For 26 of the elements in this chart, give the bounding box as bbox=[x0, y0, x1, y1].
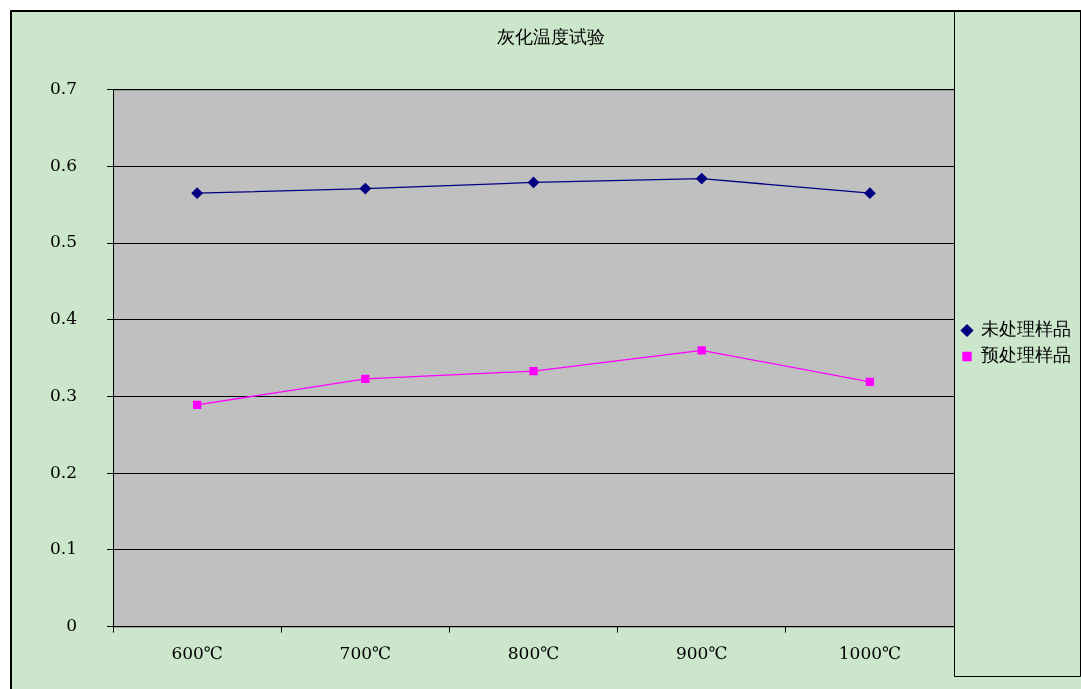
point bbox=[527, 176, 540, 189]
x-tick-label: 900℃ bbox=[675, 643, 728, 664]
y-tick-label: 0.3 bbox=[49, 384, 78, 405]
x-tick-label: 700℃ bbox=[339, 643, 392, 664]
y-tick-label: 0 bbox=[66, 615, 78, 636]
point bbox=[192, 400, 202, 410]
legend-label: 预处理样品 bbox=[981, 344, 1071, 366]
x-tick-label: 1000℃ bbox=[838, 643, 902, 664]
x-tick-label: 800℃ bbox=[507, 643, 560, 664]
y-tick-label: 0.2 bbox=[49, 461, 78, 482]
legend-label: 未处理样品 bbox=[981, 318, 1071, 340]
point bbox=[696, 172, 708, 185]
x-tick-label: 600℃ bbox=[171, 643, 223, 664]
point bbox=[697, 346, 706, 355]
y-tick-label: 0.7 bbox=[49, 78, 78, 99]
chart-title: 灰化温度试验 bbox=[496, 26, 605, 48]
y-tick-label: 0.6 bbox=[49, 154, 78, 175]
point bbox=[361, 374, 370, 383]
y-tick-label: 0.1 bbox=[49, 538, 78, 559]
point bbox=[359, 182, 371, 195]
y-tick-label: 0.5 bbox=[49, 231, 78, 252]
y-tick-label: 0.4 bbox=[49, 308, 78, 329]
point bbox=[864, 187, 876, 199]
point bbox=[865, 377, 875, 387]
point bbox=[529, 366, 538, 376]
point bbox=[191, 187, 203, 199]
